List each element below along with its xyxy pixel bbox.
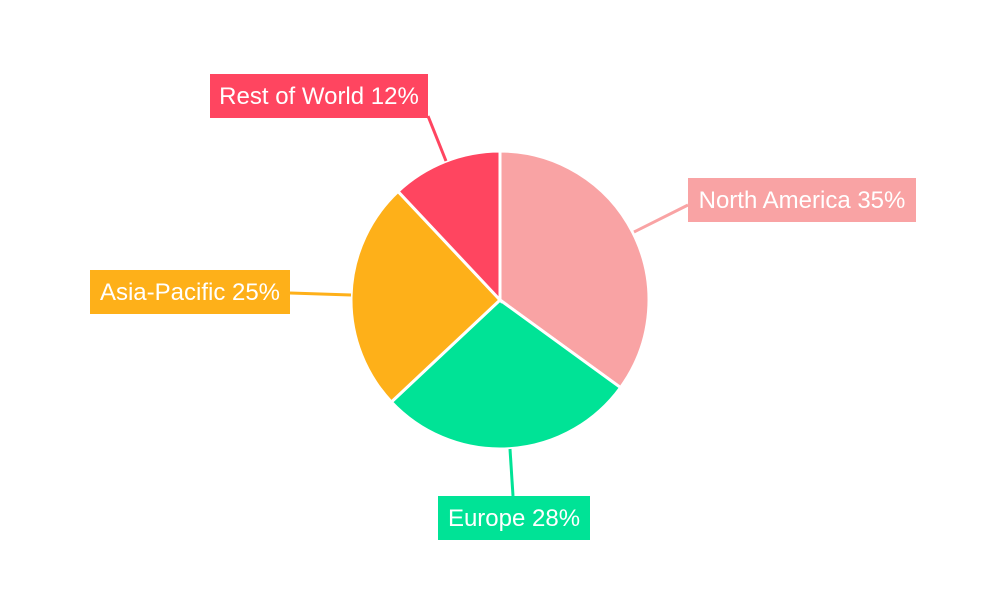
pie-slice-asia-pacific[interactable] <box>349 189 503 405</box>
pie-slice-rest-of-world[interactable] <box>395 149 502 304</box>
data-label: Rest of World 12% <box>219 83 419 110</box>
data-label: Asia-Pacific 25% <box>100 279 280 306</box>
data-label: North America 35% <box>699 187 906 214</box>
label-connector <box>289 291 352 297</box>
label-connector <box>426 115 448 162</box>
pie-slice-europe[interactable] <box>389 298 623 451</box>
label-connector <box>508 448 515 497</box>
label-connector <box>633 203 689 234</box>
data-label-box <box>90 270 290 314</box>
data-label: Europe 28% <box>448 505 580 532</box>
data-label-box <box>688 178 916 222</box>
pie-slice-north-america[interactable] <box>498 149 651 390</box>
data-label-box <box>438 496 590 540</box>
data-label-box <box>210 74 428 118</box>
